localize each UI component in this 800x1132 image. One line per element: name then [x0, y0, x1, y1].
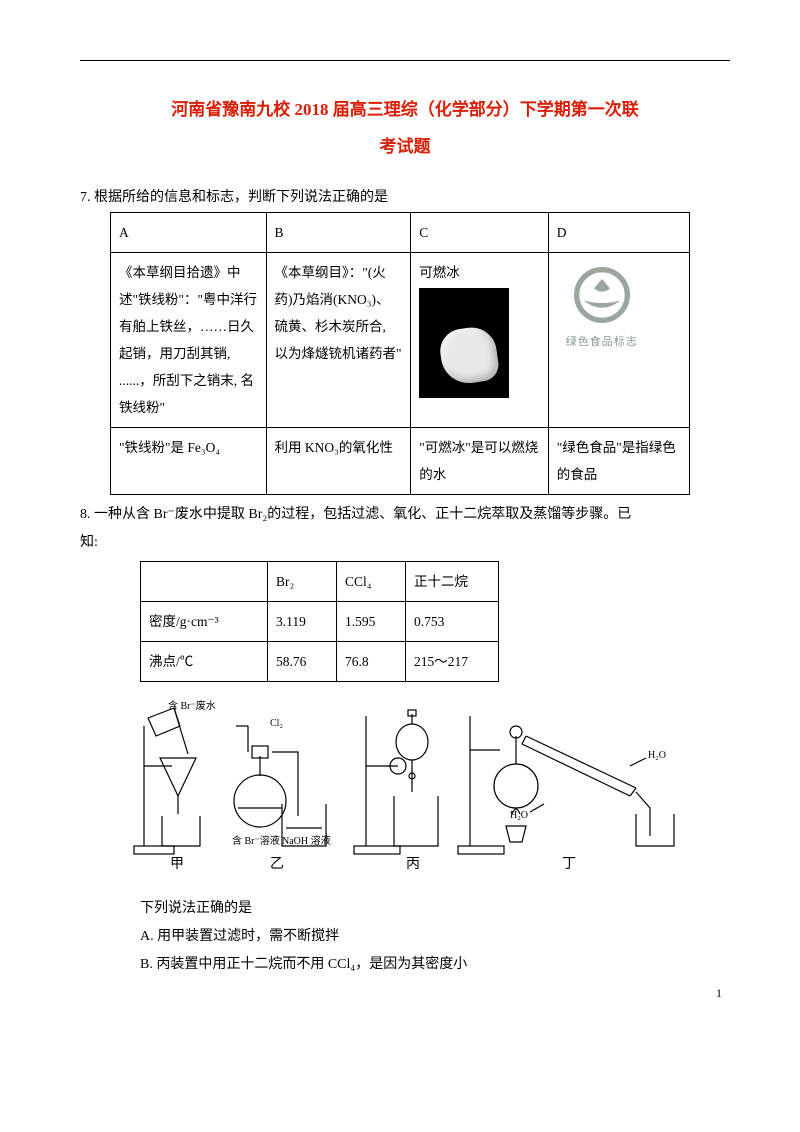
q7-r1-c: 可燃冰	[411, 252, 548, 427]
q8t-h1: Br₂	[268, 561, 337, 601]
title-line1: 河南省豫南九校 2018 届高三理综（化学部分）下学期第一次联	[80, 91, 730, 128]
q8t-r0-v3: 0.753	[406, 601, 499, 641]
q8t-r0-v1: 3.119	[268, 601, 337, 641]
lbl-sol1: 含 Br⁻溶液	[232, 834, 280, 847]
q8t-r0-label: 密度/g·cm⁻³	[141, 601, 268, 641]
lbl-b: 乙	[270, 856, 284, 872]
q8t-h3: 正十二烷	[406, 561, 499, 601]
q7-stem: 7. 根据所给的信息和标志，判断下列说法正确的是	[80, 184, 730, 212]
lbl-sol2: NaOH 溶液	[282, 834, 331, 847]
q8-stem-a: 8. 一种从含 Br⁻废水中提取 Br₂的过程，包括过滤、氧化、正十二烷萃取及蒸…	[80, 501, 730, 529]
q7-header-a: A	[111, 212, 267, 252]
q8-option-a: A. 用甲装置过滤时，需不断搅拌	[140, 923, 730, 951]
q8t-r1-v1: 58.76	[268, 641, 337, 681]
lbl-a: 甲	[170, 857, 184, 872]
green-food-logo: 绿色食品标志	[557, 267, 647, 353]
q7-r1-a: 《本草纲目拾遗》中述"铁线粉"："粤中洋行有舶上铁丝，……日久起销，用刀刮其销,…	[111, 252, 267, 427]
q8t-r1-label: 沸点/℃	[141, 641, 268, 681]
q8-prompt: 下列说法正确的是	[140, 895, 730, 923]
lbl-c: 丙	[406, 857, 420, 872]
lbl-cl2: Cl₂	[270, 718, 283, 729]
q8t-r0-v2: 1.595	[337, 601, 406, 641]
q8t-r1-v2: 76.8	[337, 641, 406, 681]
q7-header-c: C	[411, 212, 548, 252]
q8-data-table: Br₂ CCl₄ 正十二烷 密度/g·cm⁻³ 3.119 1.595 0.75…	[140, 561, 499, 682]
q8-option-b: B. 丙装置中用正十二烷而不用 CCl₄，是因为其密度小	[140, 951, 730, 979]
q7-header-d: D	[548, 212, 689, 252]
q8t-r1-v3: 215～217	[406, 641, 499, 681]
q7-r2-a: "铁线粉"是 Fe₃O₄	[111, 427, 267, 494]
q7-r2-b: 利用 KNO₃的氧化性	[266, 427, 411, 494]
title-line2: 考试题	[80, 128, 730, 165]
q8t-h2: CCl₄	[337, 561, 406, 601]
q7-table: A B C D 《本草纲目拾遗》中述"铁线粉"："粤中洋行有舶上铁丝，……日久起…	[110, 212, 690, 495]
q7-header-b: B	[266, 212, 411, 252]
page-number: 1	[716, 986, 722, 1001]
green-food-logo-icon	[567, 267, 637, 327]
q8-stem-b: 知:	[80, 529, 730, 557]
q7-r1-c-label: 可燃冰	[419, 259, 539, 286]
q7-r2-d: "绿色食品"是指绿色的食品	[548, 427, 689, 494]
combustible-ice-image	[419, 288, 509, 398]
lbl-h2o-2: H₂O	[510, 810, 528, 821]
lbl-h2o-1: H₂O	[648, 750, 666, 761]
apparatus-diagram: 含 Br⁻废水 甲 Cl₂ 含 Br⁻溶液 NaOH 溶液 乙	[130, 696, 730, 891]
q7-r2-c: "可燃冰"是可以燃烧的水	[411, 427, 548, 494]
green-food-logo-text: 绿色食品标志	[557, 331, 647, 353]
q7-r1-b: 《本草纲目》："(火药)乃焰消(KNO₃)、硫黄、杉木炭所合, 以为烽燧铳机诸药…	[266, 252, 411, 427]
q7-r1-d: 绿色食品标志	[548, 252, 689, 427]
lbl-beaker-in: 含 Br⁻废水	[168, 699, 216, 712]
q8t-h0	[141, 561, 268, 601]
lbl-d: 丁	[562, 857, 576, 872]
